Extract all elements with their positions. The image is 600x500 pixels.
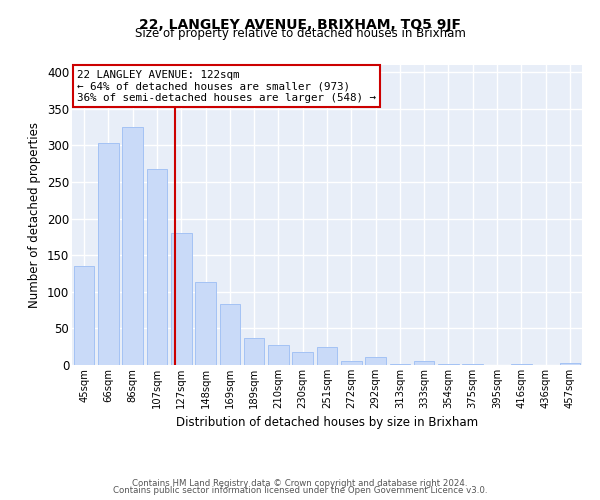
Text: Size of property relative to detached houses in Brixham: Size of property relative to detached ho… (134, 28, 466, 40)
Bar (414, 360, 434, 365)
X-axis label: Distribution of detached houses by size in Brixham: Distribution of detached houses by size … (176, 416, 478, 430)
Text: Contains HM Land Registry data © Crown copyright and database right 2024.: Contains HM Land Registry data © Crown c… (132, 478, 468, 488)
Bar (438, 364, 459, 365)
Text: 22, LANGLEY AVENUE, BRIXHAM, TQ5 9JF: 22, LANGLEY AVENUE, BRIXHAM, TQ5 9JF (139, 18, 461, 32)
Bar (195, 282, 216, 365)
Y-axis label: Number of detached properties: Number of detached properties (28, 122, 41, 308)
Bar (389, 364, 410, 365)
Bar (244, 338, 265, 365)
Text: 22 LANGLEY AVENUE: 122sqm
← 64% of detached houses are smaller (973)
36% of semi: 22 LANGLEY AVENUE: 122sqm ← 64% of detac… (77, 70, 376, 102)
Bar (98, 144, 119, 365)
Bar (511, 364, 532, 365)
Bar (146, 169, 167, 365)
Bar (317, 346, 337, 365)
Bar (560, 363, 580, 365)
Bar (171, 234, 191, 365)
Bar (74, 266, 94, 365)
Bar (268, 345, 289, 365)
Bar (463, 364, 483, 365)
Bar (220, 304, 240, 365)
Bar (341, 362, 362, 365)
Bar (292, 352, 313, 365)
Bar (365, 357, 386, 365)
Text: Contains public sector information licensed under the Open Government Licence v3: Contains public sector information licen… (113, 486, 487, 495)
Bar (122, 127, 143, 365)
